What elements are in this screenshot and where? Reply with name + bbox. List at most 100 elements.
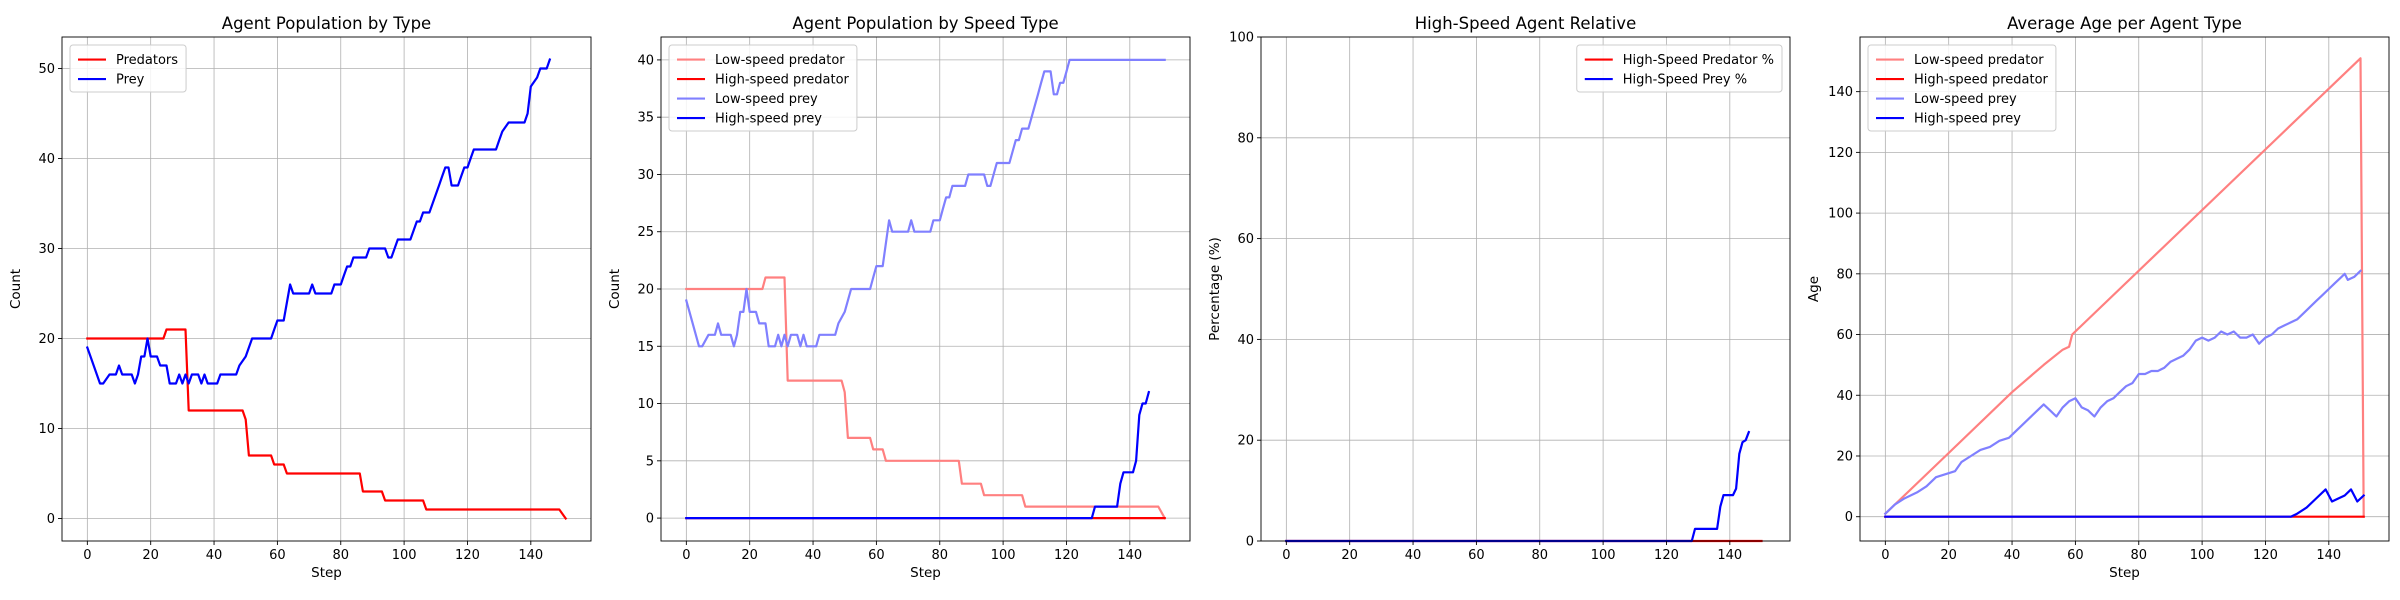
y-tick-label: 0	[47, 512, 55, 527]
x-tick-label: 20	[741, 548, 758, 563]
x-tick-label: 80	[931, 548, 948, 563]
y-tick-label: 20	[637, 283, 654, 298]
series-line	[1883, 57, 2365, 518]
y-tick-label: 20	[38, 332, 55, 347]
x-tick-label: 140	[1717, 548, 1742, 563]
y-tick-label: 25	[637, 225, 654, 240]
y-tick-label: 10	[38, 422, 55, 437]
y-tick-label: 100	[1828, 207, 1853, 222]
y-tick-label: 40	[38, 152, 55, 167]
legend-box	[69, 44, 187, 93]
y-axis-label: Count	[8, 269, 24, 309]
y-tick-label: 60	[1836, 328, 1853, 343]
legend: Low-speed predator High-speed predator Low…	[1867, 44, 2057, 132]
y-tick-label: 5	[646, 454, 654, 469]
x-tick-label: 20	[1341, 548, 1358, 563]
legend: High-Speed Predator % High-Speed Prey %	[1576, 44, 1783, 93]
y-axis-label: Age	[1806, 276, 1822, 302]
x-tick-label: 60	[269, 548, 286, 563]
legend-label: High-speed predator	[715, 73, 850, 88]
y-axis-label: Count	[607, 269, 623, 309]
x-tick-label: 140	[2316, 548, 2341, 563]
x-tick-label: 100	[392, 548, 417, 563]
series-line	[85, 58, 552, 385]
y-axis-label: Percentage (%)	[1207, 237, 1223, 341]
series-line	[685, 390, 1151, 520]
x-tick-label: 100	[991, 548, 1016, 563]
series-line	[1285, 430, 1751, 543]
y-tick-label: 100	[1229, 31, 1254, 46]
y-tick-label: 120	[1828, 146, 1853, 161]
plot-frame	[1859, 36, 2390, 542]
chart-panel-4: 0 20 40 60 80 100 120 140 0 20 40 60 80 100 120 140 Aver…	[1806, 14, 2390, 581]
y-tick-label: 15	[637, 340, 654, 355]
legend-label: Prey	[116, 73, 145, 88]
legend-box	[668, 44, 858, 132]
x-tick-label: 120	[1054, 548, 1079, 563]
y-tick-label: 50	[38, 62, 55, 77]
legend-label: High-Speed Prey %	[1623, 73, 1747, 88]
y-tick-label: 0	[1246, 535, 1254, 550]
legend-label: Predators	[116, 53, 178, 68]
y-tick-label: 140	[1828, 85, 1853, 100]
y-tick-label: 30	[637, 168, 654, 183]
x-tick-label: 120	[1654, 548, 1679, 563]
chart-title: Agent Population by Speed Type	[792, 14, 1058, 33]
legend-label: High-speed predator	[1914, 73, 2049, 88]
x-tick-label: 120	[2253, 548, 2278, 563]
chart-title: Agent Population by Type	[222, 14, 431, 33]
x-tick-label: 60	[868, 548, 885, 563]
x-tick-label: 20	[142, 548, 159, 563]
y-tick-label: 80	[1237, 131, 1254, 146]
legend-label: Low-speed prey	[1914, 92, 2017, 107]
x-tick-label: 40	[1405, 548, 1422, 563]
x-tick-label: 0	[1881, 548, 1889, 563]
x-tick-label: 120	[455, 548, 480, 563]
x-tick-label: 20	[1940, 548, 1957, 563]
x-tick-label: 80	[2130, 548, 2147, 563]
legend: Predators Prey	[69, 44, 187, 93]
legend-label: Low-speed predator	[715, 53, 845, 68]
y-tick-label: 20	[1836, 449, 1853, 464]
x-tick-label: 80	[1531, 548, 1548, 563]
legend: Low-speed predator High-speed predator Low…	[668, 44, 858, 132]
x-tick-label: 100	[2190, 548, 2215, 563]
legend-box	[1576, 44, 1783, 93]
x-axis-label: Step	[910, 565, 941, 581]
x-tick-label: 140	[518, 548, 543, 563]
x-tick-label: 40	[805, 548, 822, 563]
y-tick-label: 40	[1237, 333, 1254, 348]
y-tick-label: 0	[1845, 510, 1853, 525]
series-line	[1883, 269, 2363, 516]
chart-panel-3: 0 20 40 60 80 100 120 140 0 20 40 60 80 100 High-Speed…	[1207, 14, 1791, 563]
x-tick-label: 0	[682, 548, 690, 563]
x-tick-label: 140	[1117, 548, 1142, 563]
chart-panel-1: 0 20 40 60 80 100 120 140 0 10 20 30 40 50 Agent Popul…	[8, 14, 592, 581]
chart-panel-2: 0 20 40 60 80 100 120 140 0 5 10 15 20 25 30 35 40 Agent …	[607, 14, 1191, 581]
chart-title: Average Age per Agent Type	[2007, 14, 2242, 33]
y-tick-label: 80	[1836, 267, 1853, 282]
legend-label: Low-speed predator	[1914, 53, 2044, 68]
legend-label: High-speed prey	[1914, 112, 2021, 127]
y-tick-label: 60	[1237, 232, 1254, 247]
y-tick-label: 40	[637, 53, 654, 68]
y-tick-label: 20	[1237, 434, 1254, 449]
x-tick-label: 60	[2067, 548, 2084, 563]
y-tick-label: 30	[38, 242, 55, 257]
y-tick-label: 0	[646, 512, 654, 527]
x-tick-label: 40	[2004, 548, 2021, 563]
series-line	[684, 58, 1166, 348]
y-tick-label: 10	[637, 397, 654, 412]
series-line	[685, 276, 1167, 520]
x-tick-label: 60	[1468, 548, 1485, 563]
x-tick-label: 0	[83, 548, 91, 563]
x-axis-label: Step	[2109, 565, 2140, 581]
x-tick-label: 100	[1591, 548, 1616, 563]
x-tick-label: 40	[206, 548, 223, 563]
y-tick-label: 40	[1836, 389, 1853, 404]
legend-label: Low-speed prey	[715, 92, 818, 107]
legend-label: High-speed prey	[715, 112, 822, 127]
legend-label: High-Speed Predator %	[1623, 53, 1774, 68]
series-line	[1884, 488, 2366, 518]
